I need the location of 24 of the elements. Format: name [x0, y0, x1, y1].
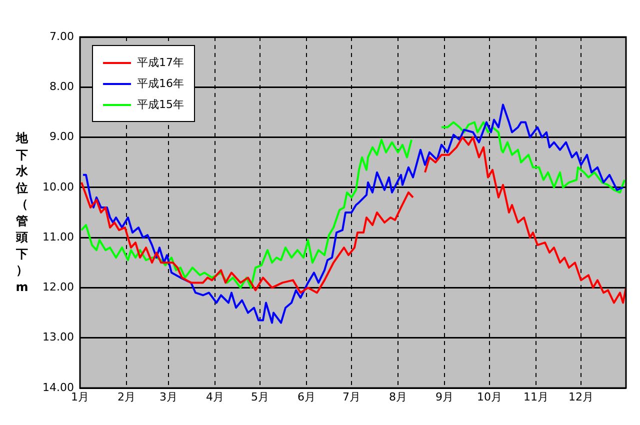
legend-label: 平成15年: [137, 97, 184, 112]
y-tick-label: 7.00: [50, 30, 74, 43]
x-tick-label: 8月: [389, 390, 407, 404]
y-tick-label: 13.00: [42, 330, 74, 344]
x-tick-label: 10月: [477, 390, 502, 404]
x-tick-label: 6月: [298, 390, 316, 404]
y-tick-label: 11.00: [42, 230, 74, 244]
x-tick-label: 9月: [436, 390, 454, 404]
x-tick-label: 5月: [251, 390, 269, 404]
y-tick-label: 12.00: [42, 280, 74, 294]
text: 地下水位（管頭下）m: [16, 131, 28, 294]
legend-label: 平成16年: [137, 76, 184, 91]
x-tick-label: 1月: [71, 390, 89, 404]
legend-label: 平成17年: [137, 55, 184, 70]
y-tick-label: 8.00: [50, 80, 74, 93]
y-tick-label: 10.00: [42, 180, 74, 194]
x-tick-label: 11月: [524, 390, 548, 404]
x-tick-label: 3月: [160, 390, 178, 404]
x-tick-label: 7月: [342, 390, 360, 404]
y-tick-label: 14.00: [42, 380, 74, 394]
x-tick-label: 4月: [206, 390, 224, 404]
y-tick-label: 9.00: [50, 130, 74, 144]
x-tick-label: 2月: [118, 390, 136, 404]
x-tick-label: 12月: [568, 390, 594, 404]
